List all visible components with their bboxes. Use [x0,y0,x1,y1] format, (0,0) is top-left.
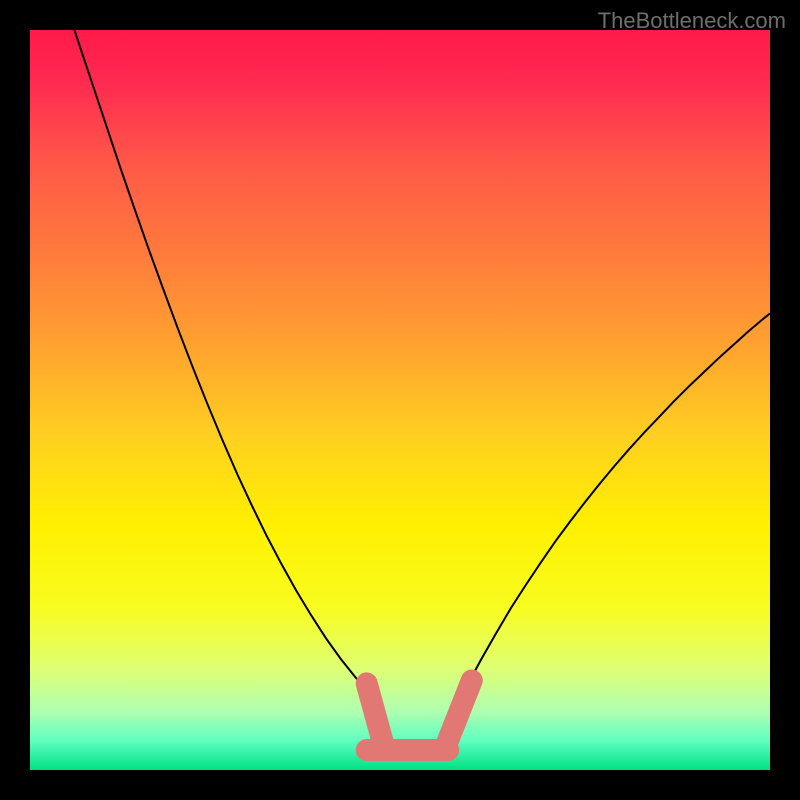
plot-area [30,30,770,770]
highlight-segment-0 [367,683,384,745]
attribution-text: TheBottleneck.com [598,8,786,34]
highlight-segment-2 [447,680,472,744]
highlight-layer [30,30,770,770]
